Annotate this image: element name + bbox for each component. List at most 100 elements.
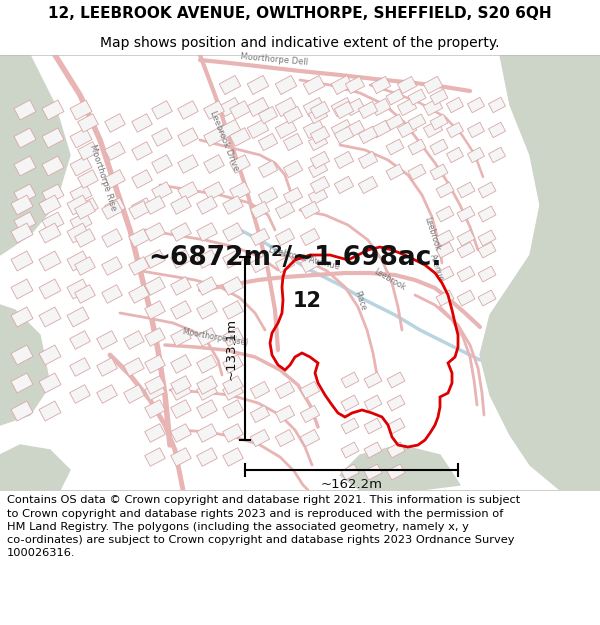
Polygon shape (219, 76, 241, 94)
Polygon shape (197, 376, 217, 394)
Text: Leebrook Drive: Leebrook Drive (208, 109, 241, 172)
Polygon shape (145, 196, 166, 214)
Polygon shape (14, 128, 36, 148)
Polygon shape (152, 101, 172, 119)
Polygon shape (223, 301, 244, 319)
Polygon shape (197, 250, 217, 268)
Polygon shape (203, 101, 224, 119)
Polygon shape (303, 98, 325, 116)
Polygon shape (77, 170, 98, 188)
Text: Leebrook Avenue: Leebrook Avenue (268, 246, 341, 272)
Polygon shape (170, 448, 191, 466)
Text: Place: Place (352, 290, 367, 312)
Polygon shape (104, 198, 125, 216)
Polygon shape (39, 401, 61, 421)
Polygon shape (467, 122, 485, 138)
Polygon shape (67, 223, 89, 243)
Polygon shape (436, 242, 454, 258)
Polygon shape (223, 222, 244, 241)
Polygon shape (408, 164, 426, 180)
Polygon shape (358, 176, 377, 194)
Polygon shape (145, 376, 166, 394)
Text: 12: 12 (293, 291, 322, 311)
Polygon shape (67, 279, 89, 299)
Polygon shape (310, 101, 329, 119)
Polygon shape (301, 381, 320, 399)
Polygon shape (340, 445, 460, 490)
Polygon shape (446, 122, 464, 138)
Polygon shape (70, 100, 92, 120)
Polygon shape (436, 266, 454, 282)
Polygon shape (97, 357, 118, 376)
Polygon shape (42, 128, 64, 148)
Polygon shape (283, 161, 302, 177)
Polygon shape (0, 305, 50, 425)
Polygon shape (11, 307, 33, 327)
Polygon shape (371, 76, 391, 94)
Polygon shape (303, 76, 325, 94)
Polygon shape (259, 188, 278, 204)
Polygon shape (145, 301, 166, 319)
Polygon shape (308, 188, 328, 204)
Polygon shape (11, 373, 33, 393)
Polygon shape (152, 127, 172, 146)
Polygon shape (74, 201, 95, 219)
Polygon shape (11, 401, 33, 421)
Polygon shape (259, 106, 278, 124)
Polygon shape (11, 195, 33, 215)
Polygon shape (70, 385, 91, 403)
Polygon shape (170, 376, 191, 394)
Polygon shape (101, 201, 122, 219)
Polygon shape (478, 182, 496, 198)
Polygon shape (387, 418, 405, 434)
Polygon shape (128, 201, 149, 219)
Polygon shape (424, 121, 443, 138)
Polygon shape (197, 196, 217, 214)
Polygon shape (436, 290, 454, 306)
Polygon shape (247, 119, 269, 139)
Polygon shape (301, 429, 320, 447)
Polygon shape (77, 142, 98, 160)
Polygon shape (203, 127, 224, 146)
Polygon shape (70, 128, 92, 148)
Polygon shape (223, 196, 244, 214)
Polygon shape (397, 121, 416, 138)
Polygon shape (223, 250, 244, 268)
Text: 12, LEEBROOK AVENUE, OWLTHORPE, SHEFFIELD, S20 6QH: 12, LEEBROOK AVENUE, OWLTHORPE, SHEFFIEL… (48, 6, 552, 21)
Text: Leebrook: Leebrook (372, 267, 407, 292)
Polygon shape (275, 76, 297, 94)
Polygon shape (124, 385, 145, 403)
Polygon shape (131, 198, 152, 216)
Polygon shape (39, 307, 61, 327)
Polygon shape (467, 148, 485, 162)
Polygon shape (230, 101, 250, 119)
Polygon shape (124, 331, 145, 349)
Polygon shape (128, 285, 149, 303)
Polygon shape (275, 228, 295, 246)
Polygon shape (170, 355, 191, 373)
Polygon shape (310, 151, 329, 169)
Polygon shape (104, 170, 125, 188)
Polygon shape (124, 357, 145, 376)
Polygon shape (308, 133, 328, 151)
Polygon shape (430, 114, 448, 130)
Polygon shape (387, 395, 405, 411)
Polygon shape (14, 184, 36, 204)
Polygon shape (223, 376, 244, 394)
Polygon shape (170, 196, 191, 214)
Polygon shape (219, 98, 241, 116)
Polygon shape (358, 151, 377, 169)
Polygon shape (101, 285, 122, 303)
Polygon shape (364, 372, 382, 388)
Polygon shape (11, 251, 33, 271)
Polygon shape (197, 424, 217, 442)
Polygon shape (197, 448, 217, 466)
Polygon shape (247, 76, 269, 94)
Polygon shape (74, 229, 95, 248)
Polygon shape (457, 206, 475, 222)
Polygon shape (310, 126, 329, 144)
Polygon shape (152, 155, 172, 173)
Polygon shape (275, 256, 295, 272)
Polygon shape (346, 98, 365, 116)
Polygon shape (145, 328, 166, 346)
